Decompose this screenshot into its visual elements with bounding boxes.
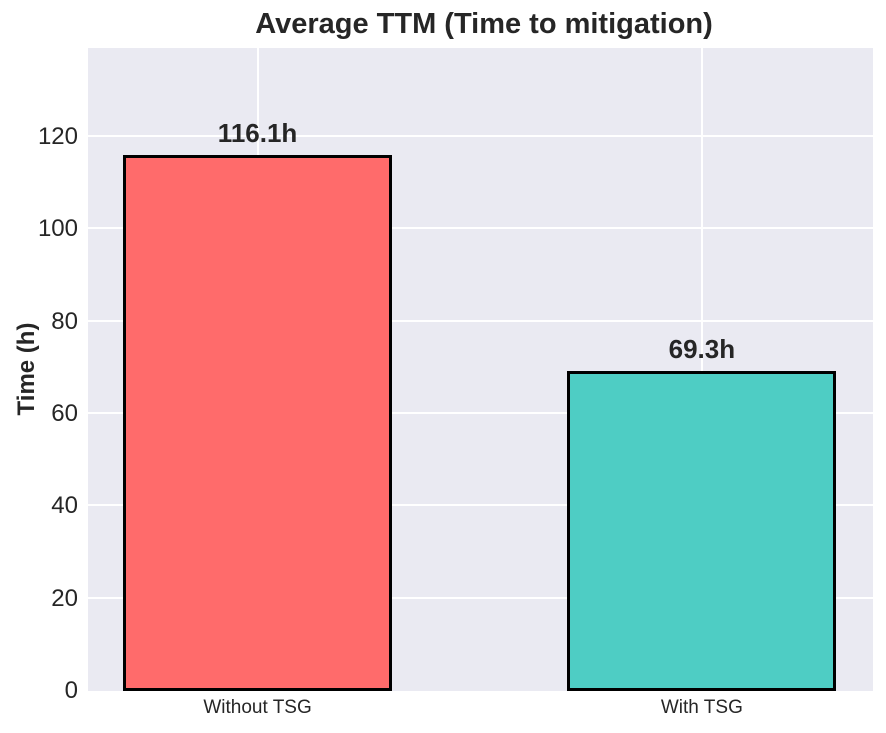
y-tick-label: 80 [51, 307, 78, 335]
y-tick-label: 20 [51, 584, 78, 612]
gridline-horizontal [88, 412, 873, 415]
y-tick-label: 40 [51, 492, 78, 520]
y-tick-label: 0 [64, 677, 78, 704]
gridline-horizontal [88, 504, 873, 507]
chart-title: Average TTM (Time to mitigation) [255, 8, 713, 40]
y-tick-label: 60 [51, 400, 78, 428]
bar-value-label: 69.3h [668, 334, 736, 365]
x-tick-label-with-tsg: With TSG [660, 697, 743, 718]
y-tick-label: 120 [37, 123, 78, 151]
x-tick-label-without-tsg: Without TSG [203, 697, 312, 718]
bar-without-tsg [122, 155, 393, 691]
gridline-horizontal [88, 319, 873, 322]
y-tick-label: 100 [37, 215, 78, 243]
gridline-horizontal [88, 135, 873, 138]
bar-value-label: 116.1h [217, 118, 298, 149]
plot-area: 116.1h 69.3h [88, 48, 873, 691]
gridline-horizontal [88, 596, 873, 599]
gridline-vertical [700, 48, 703, 691]
gridline-horizontal [88, 227, 873, 230]
bar-with-tsg [567, 371, 837, 691]
